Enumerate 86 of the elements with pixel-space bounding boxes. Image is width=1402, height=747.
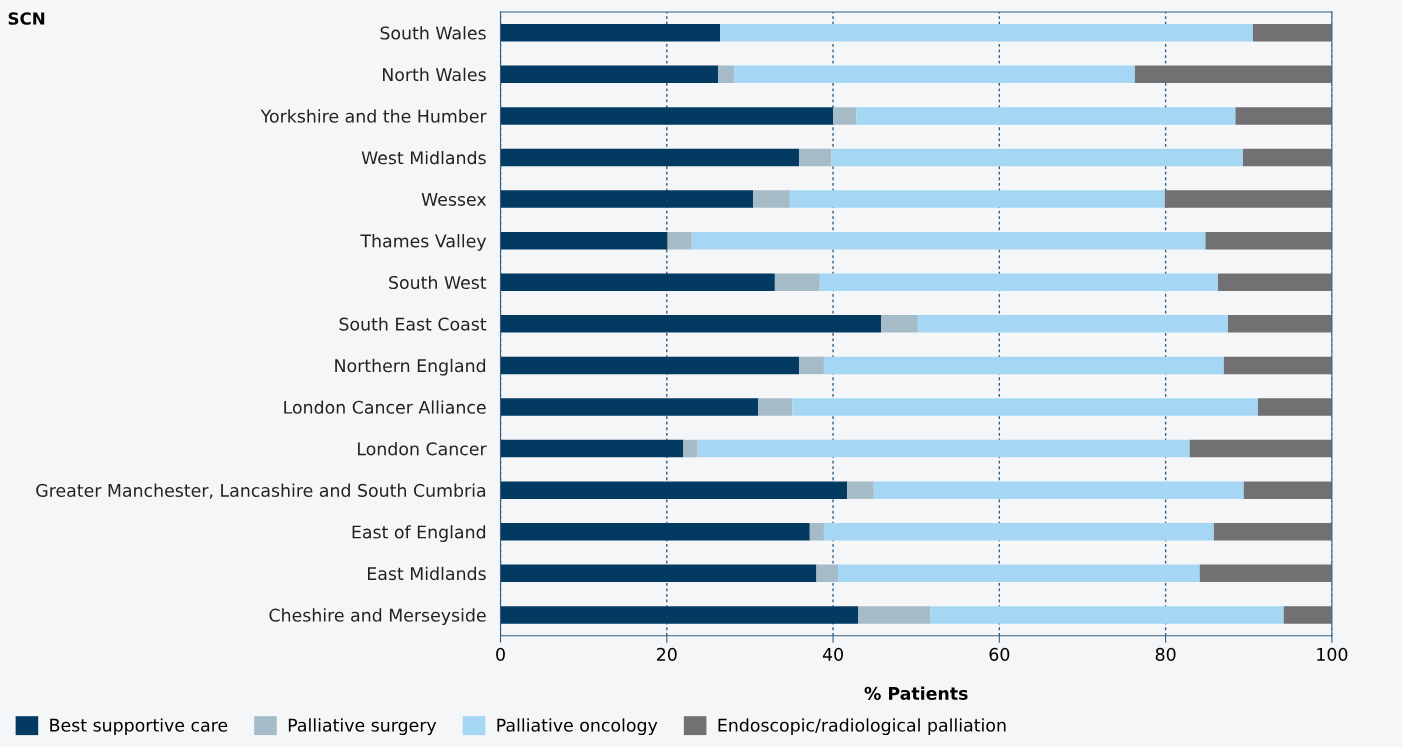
y-tick-label: East Midlands — [368, 566, 486, 581]
bar — [1205, 231, 1332, 250]
bar — [500, 523, 810, 541]
bar — [798, 148, 832, 167]
bar — [718, 65, 735, 84]
y-tick-label: Wessex — [421, 193, 487, 206]
x-tick-label: 20 — [657, 647, 677, 661]
bar — [1213, 523, 1332, 541]
x-tick-label: 60 — [989, 647, 1010, 661]
bar — [753, 190, 790, 208]
bar — [819, 273, 1218, 291]
bar — [734, 65, 1135, 84]
y-tick-label: South Wales — [380, 26, 486, 40]
bar — [1223, 356, 1332, 375]
bar — [1164, 190, 1332, 208]
x-tick-label: 0 — [496, 647, 505, 661]
bar — [809, 523, 824, 541]
bar — [683, 439, 698, 458]
legend-label: Palliative oncology — [497, 718, 658, 736]
y-tick-label: Yorkshire and the Humber — [260, 109, 487, 123]
y-tick-label: West Midlands — [361, 150, 486, 165]
bar — [792, 398, 1258, 416]
bar — [500, 439, 684, 458]
bar — [1257, 398, 1332, 416]
bar — [1252, 24, 1332, 42]
bar — [798, 356, 824, 375]
y-tick-label: South East Coast — [339, 317, 487, 331]
bar — [500, 481, 848, 499]
bar — [500, 356, 799, 375]
bar — [789, 190, 1165, 208]
bar — [1189, 439, 1332, 458]
bar — [816, 564, 839, 583]
y-tick-label: South West — [389, 275, 487, 290]
bar — [774, 273, 820, 291]
y-tick-label: East of England — [352, 525, 486, 542]
bar — [1199, 564, 1332, 583]
bar — [667, 231, 692, 250]
bar — [1218, 273, 1332, 291]
bar — [500, 24, 720, 42]
bar — [1243, 481, 1332, 499]
x-axis-title: % Patients — [864, 686, 968, 700]
bar — [847, 481, 874, 499]
bar — [697, 439, 1190, 458]
legend-label: Endoscopic/radiological palliation — [718, 718, 1006, 736]
y-tick-label: London Cancer Alliance — [284, 400, 486, 414]
bar — [500, 148, 799, 167]
x-tick-label: 100 — [1317, 647, 1348, 661]
bar — [691, 231, 1206, 250]
bar — [500, 564, 817, 583]
bar — [758, 398, 793, 416]
bar — [500, 273, 775, 291]
x-tick-label: 40 — [822, 647, 843, 661]
bar — [1134, 65, 1332, 84]
y-axis-title: SCN — [8, 12, 45, 25]
y-tick-label: Greater Manchester, Lancashire and South Cumbria — [36, 483, 486, 499]
y-tick-label: Cheshire and Merseyside — [269, 608, 486, 626]
y-tick-label: Thames Valley — [360, 234, 487, 251]
bar — [500, 315, 882, 333]
bar — [500, 606, 859, 624]
x-tick-label: 80 — [1155, 647, 1176, 661]
bar — [500, 65, 719, 84]
bar — [1235, 107, 1332, 125]
bar — [1283, 606, 1332, 624]
bar — [873, 481, 1244, 499]
bar — [1242, 148, 1332, 167]
bar — [917, 315, 1228, 333]
bar — [500, 398, 759, 416]
y-tick-label: North Wales — [383, 67, 486, 82]
legend-label: Palliative surgery — [288, 718, 437, 736]
bar — [500, 231, 668, 250]
bar — [831, 148, 1243, 167]
bar — [858, 606, 931, 624]
bar — [856, 107, 1236, 125]
bar — [833, 107, 857, 125]
bar — [720, 24, 1253, 42]
bar — [500, 107, 834, 125]
bar — [500, 190, 754, 208]
y-tick-label: Northern England — [335, 358, 486, 376]
bar — [1227, 315, 1332, 333]
bar — [930, 606, 1284, 624]
bar — [823, 356, 1224, 375]
bar — [838, 564, 1200, 583]
bar — [881, 315, 918, 333]
legend-label: Best supportive care — [50, 718, 228, 736]
bar — [823, 523, 1214, 541]
y-tick-label: London Cancer — [358, 441, 487, 456]
